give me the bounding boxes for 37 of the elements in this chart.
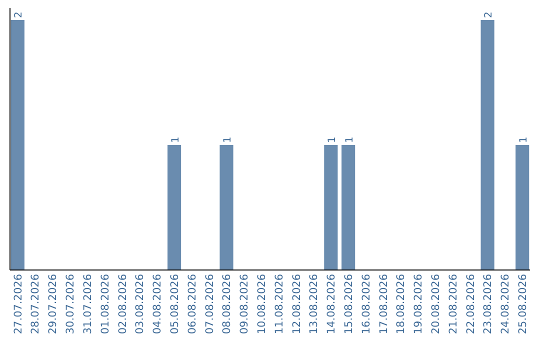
x-tick-label: 23.08.2026 (482, 274, 494, 334)
x-tick-label: 09.08.2026 (238, 274, 251, 334)
data-label: 1 (344, 136, 356, 143)
x-tick-label: 10.08.2026 (256, 274, 268, 334)
x-tick-label: 15.08.2026 (342, 274, 355, 334)
x-tick-label: 27.07.2026 (12, 274, 24, 334)
x-tick-label: 17.08.2026 (378, 274, 390, 334)
x-tick-label: 18.08.2026 (395, 274, 408, 334)
x-tick-label: 06.08.2026 (186, 274, 198, 334)
x-tick-label: 01.08.2026 (99, 274, 112, 334)
x-tick-label: 22.08.2026 (464, 274, 477, 334)
x-tick-label: 21.08.2026 (447, 274, 460, 334)
x-tick-label: 29.07.2026 (47, 274, 60, 334)
data-label: 1 (518, 136, 530, 143)
x-tick-label: 02.08.2026 (116, 274, 129, 334)
data-label: 2 (484, 12, 495, 18)
x-tick-label: 13.08.2026 (308, 274, 320, 334)
x-tick-label: 03.08.2026 (134, 274, 146, 334)
data-label: 1 (222, 136, 234, 143)
x-tick-label: 11.08.2026 (273, 274, 286, 334)
x-tick-label: 28.07.2026 (30, 274, 42, 334)
x-tick-label: 30.07.2026 (64, 274, 77, 334)
x-tick-label: 04.08.2026 (152, 274, 164, 334)
x-tick-label: 25.08.2026 (517, 274, 530, 334)
x-tick-label: 14.08.2026 (326, 274, 338, 334)
data-label: 1 (326, 136, 338, 143)
x-tick-label: 05.08.2026 (168, 274, 181, 334)
x-tick-label: 07.08.2026 (204, 274, 216, 334)
x-tick-label: 20.08.2026 (430, 274, 442, 334)
data-label: 2 (14, 12, 25, 18)
x-tick-label: 19.08.2026 (412, 274, 425, 334)
x-tick-label: 24.08.2026 (500, 274, 512, 334)
x-tick-label: 31.07.2026 (82, 274, 94, 334)
data-label: 1 (170, 136, 182, 143)
x-tick-label: 16.08.2026 (360, 274, 372, 334)
x-tick-label: 08.08.2026 (221, 274, 234, 334)
x-tick-label: 12.08.2026 (290, 274, 303, 334)
